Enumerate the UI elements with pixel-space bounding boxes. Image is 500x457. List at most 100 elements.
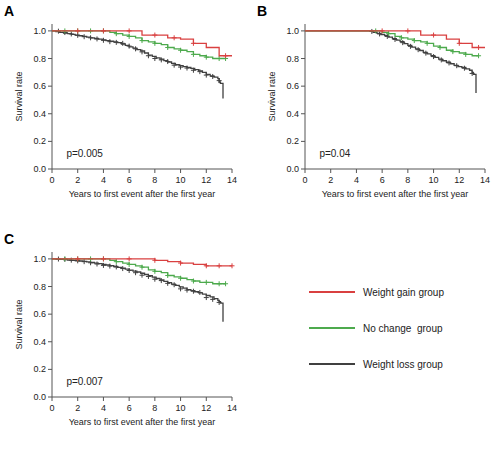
x-axis-label: Years to first event after the first yea…	[69, 189, 216, 199]
censor-mark	[178, 276, 183, 281]
x-tick	[77, 169, 78, 173]
x-tick-label: 12	[201, 403, 211, 413]
y-axis-line	[52, 24, 53, 169]
censor-mark	[69, 31, 74, 36]
censor-mark	[431, 54, 436, 59]
survival-curve	[52, 31, 226, 59]
censor-mark	[210, 74, 215, 79]
censor-mark	[217, 281, 222, 286]
censor-mark	[152, 56, 157, 61]
x-tick	[154, 397, 155, 401]
censor-mark	[377, 31, 382, 36]
y-tick-label: 0.0	[33, 392, 46, 402]
censor-mark	[159, 278, 164, 283]
x-tick-label: 8	[152, 403, 157, 413]
censor-mark	[172, 35, 177, 40]
x-tick-label: 8	[405, 175, 410, 185]
censor-mark	[152, 41, 157, 46]
panel: 024681012140.00.20.40.60.81.0Years to fi…	[4, 231, 237, 427]
censor-mark	[178, 261, 183, 266]
p-value: p=0.005	[66, 148, 103, 159]
x-tick-label: 4	[101, 175, 106, 185]
censor-mark	[425, 41, 430, 46]
censor-mark	[439, 57, 444, 62]
x-tick	[356, 169, 357, 173]
x-tick	[103, 397, 104, 401]
censor-mark	[457, 41, 462, 46]
censor-mark	[133, 270, 138, 275]
censor-mark	[423, 51, 428, 56]
x-tick	[103, 169, 104, 173]
y-tick-label: 0.2	[33, 136, 46, 146]
censor-mark	[380, 28, 385, 33]
censor-mark	[152, 258, 157, 263]
y-tick-label: 0.0	[33, 164, 46, 174]
censor-mark	[450, 49, 455, 54]
censor-mark	[75, 28, 80, 33]
y-tick-label: 0.0	[286, 164, 299, 174]
legend-label: No change group	[363, 323, 443, 334]
censor-mark	[405, 28, 410, 33]
legend-swatch	[309, 291, 355, 293]
x-tick-label: 6	[127, 403, 132, 413]
y-tick	[301, 30, 305, 31]
x-tick	[382, 169, 383, 173]
y-tick	[301, 141, 305, 142]
x-tick	[232, 397, 233, 401]
x-tick	[129, 397, 130, 401]
censor-mark	[140, 273, 145, 278]
y-tick-label: 0.6	[33, 81, 46, 91]
censor-mark	[133, 46, 138, 51]
legend: Weight gain groupNo change groupWeight l…	[309, 287, 444, 370]
x-tick-label: 6	[380, 175, 385, 185]
x-tick	[180, 169, 181, 173]
x-tick	[206, 397, 207, 401]
y-tick	[301, 58, 305, 59]
censor-mark	[447, 60, 452, 65]
censor-mark	[120, 41, 125, 46]
x-axis-line	[52, 169, 232, 170]
censor-mark	[399, 35, 404, 40]
x-tick	[206, 169, 207, 173]
y-axis-line	[52, 252, 53, 397]
censor-mark	[107, 264, 112, 269]
y-tick	[48, 286, 52, 287]
censor-mark	[101, 256, 106, 261]
panel: 024681012140.00.20.40.60.81.0Years to fi…	[257, 3, 490, 199]
y-axis-label: Survival rate	[267, 71, 277, 121]
censor-mark	[152, 269, 157, 274]
censor-mark	[114, 264, 119, 269]
x-tick-label: 2	[328, 175, 333, 185]
x-tick-label: 12	[454, 175, 464, 185]
x-tick-label: 0	[49, 403, 54, 413]
x-tick	[433, 169, 434, 173]
x-tick-label: 2	[75, 175, 80, 185]
x-tick	[77, 397, 78, 401]
x-tick	[180, 397, 181, 401]
y-axis-label: Survival rate	[14, 299, 24, 349]
censor-mark	[185, 66, 190, 71]
censor-mark	[75, 28, 80, 33]
censor-mark	[400, 40, 405, 45]
censor-mark	[217, 300, 222, 305]
x-tick	[485, 169, 486, 173]
censor-mark	[114, 259, 119, 264]
y-tick	[301, 86, 305, 87]
p-value: p=0.04	[319, 148, 350, 159]
censor-mark	[114, 40, 119, 45]
x-tick-label: 2	[75, 403, 80, 413]
x-tick-label: 8	[152, 175, 157, 185]
censor-mark	[463, 52, 468, 57]
censor-mark	[416, 47, 421, 52]
x-axis-label: Years to first event after the first yea…	[322, 189, 469, 199]
censor-mark	[191, 68, 196, 73]
figure: 024681012140.00.20.40.60.81.0Years to fi…	[0, 0, 500, 457]
censor-mark	[217, 78, 222, 83]
censor-mark	[75, 33, 80, 38]
censor-mark	[191, 52, 196, 57]
x-tick-label: 10	[176, 175, 186, 185]
x-axis-line	[305, 169, 485, 170]
censor-mark	[191, 279, 196, 284]
x-tick-label: 14	[227, 403, 237, 413]
censor-mark	[197, 290, 202, 295]
